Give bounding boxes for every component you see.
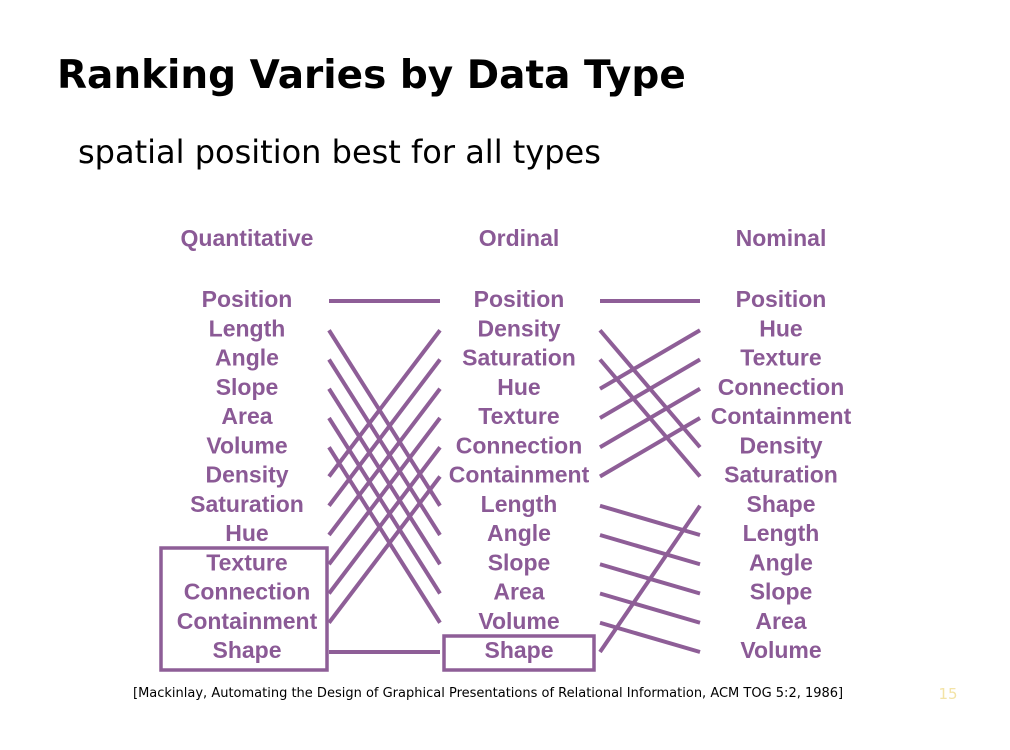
ranked-channel: Hue <box>759 315 802 341</box>
ranked-channel: Position <box>736 286 827 312</box>
rank-link <box>327 416 442 595</box>
rank-link <box>327 329 442 507</box>
ranked-channel: Volume <box>478 608 559 634</box>
ranked-channel: Saturation <box>190 491 304 517</box>
ranked-channel: Position <box>474 286 565 312</box>
rank-link <box>598 328 702 391</box>
rank-link <box>599 533 701 567</box>
rank-link <box>327 358 442 537</box>
ranked-channel: Position <box>202 286 293 312</box>
ranked-channel: Shape <box>484 637 553 663</box>
ranked-channel: Length <box>743 520 820 546</box>
rank-link <box>327 358 442 507</box>
slide-title: Ranking Varies by Data Type <box>57 53 686 98</box>
ranked-channel: Connection <box>456 432 583 458</box>
page-number: 15 <box>938 685 957 703</box>
rank-link <box>598 416 702 479</box>
ranked-channel: Hue <box>497 374 540 400</box>
ranked-channel: Angle <box>749 549 813 575</box>
rank-link <box>327 387 442 537</box>
rank-link <box>327 416 442 566</box>
column-header: Ordinal <box>479 225 560 251</box>
ranking-columns: Quantitative Position Length Angle Slope Area… <box>177 225 852 663</box>
ranked-channel: Length <box>481 491 558 517</box>
ranked-channel: Area <box>755 608 806 634</box>
ranked-channel: Slope <box>488 549 551 575</box>
rank-link <box>598 504 702 654</box>
group-box <box>442 634 596 672</box>
ranked-channel: Length <box>209 315 286 341</box>
rank-link <box>327 475 442 624</box>
ranked-channel: Shape <box>746 491 815 517</box>
slide-subtitle: spatial position best for all types <box>78 133 601 171</box>
ranked-channel: Area <box>221 403 272 429</box>
rank-link <box>327 329 442 478</box>
ranked-channel: Texture <box>478 403 559 429</box>
column-header: Quantitative <box>181 225 314 251</box>
rank-link <box>598 387 702 449</box>
ranked-channel: Texture <box>206 549 287 575</box>
ranked-channel: Density <box>205 462 288 488</box>
rank-link <box>327 446 442 624</box>
ranked-channel: Angle <box>487 520 551 546</box>
ranked-channel: Shape <box>212 637 281 663</box>
ranked-channel: Connection <box>184 579 311 605</box>
ranked-channel: Volume <box>206 432 287 458</box>
ranked-channel: Density <box>477 315 560 341</box>
ranked-channel: Volume <box>740 637 821 663</box>
ranked-channel: Containment <box>449 462 590 488</box>
ranked-channel: Connection <box>718 374 845 400</box>
rank-link <box>598 357 702 420</box>
ranked-channel: Angle <box>215 345 279 371</box>
ranked-channel: Slope <box>216 374 279 400</box>
ranked-channel: Saturation <box>724 462 838 488</box>
rank-link <box>327 446 442 595</box>
column-header: Nominal <box>736 225 827 251</box>
ranked-channel: Area <box>493 579 544 605</box>
citation: [Mackinlay, Automating the Design of Gra… <box>133 686 843 701</box>
group-box <box>159 546 329 672</box>
ranked-channel: Texture <box>740 345 821 371</box>
ranked-channel: Density <box>739 432 822 458</box>
ranked-channel: Containment <box>177 608 318 634</box>
rank-link <box>327 387 442 566</box>
rank-link <box>599 591 701 625</box>
ranked-channel: Slope <box>750 579 813 605</box>
ranked-channel: Containment <box>711 403 852 429</box>
ranked-channel: Saturation <box>462 345 576 371</box>
ranked-channel: Hue <box>225 520 268 546</box>
